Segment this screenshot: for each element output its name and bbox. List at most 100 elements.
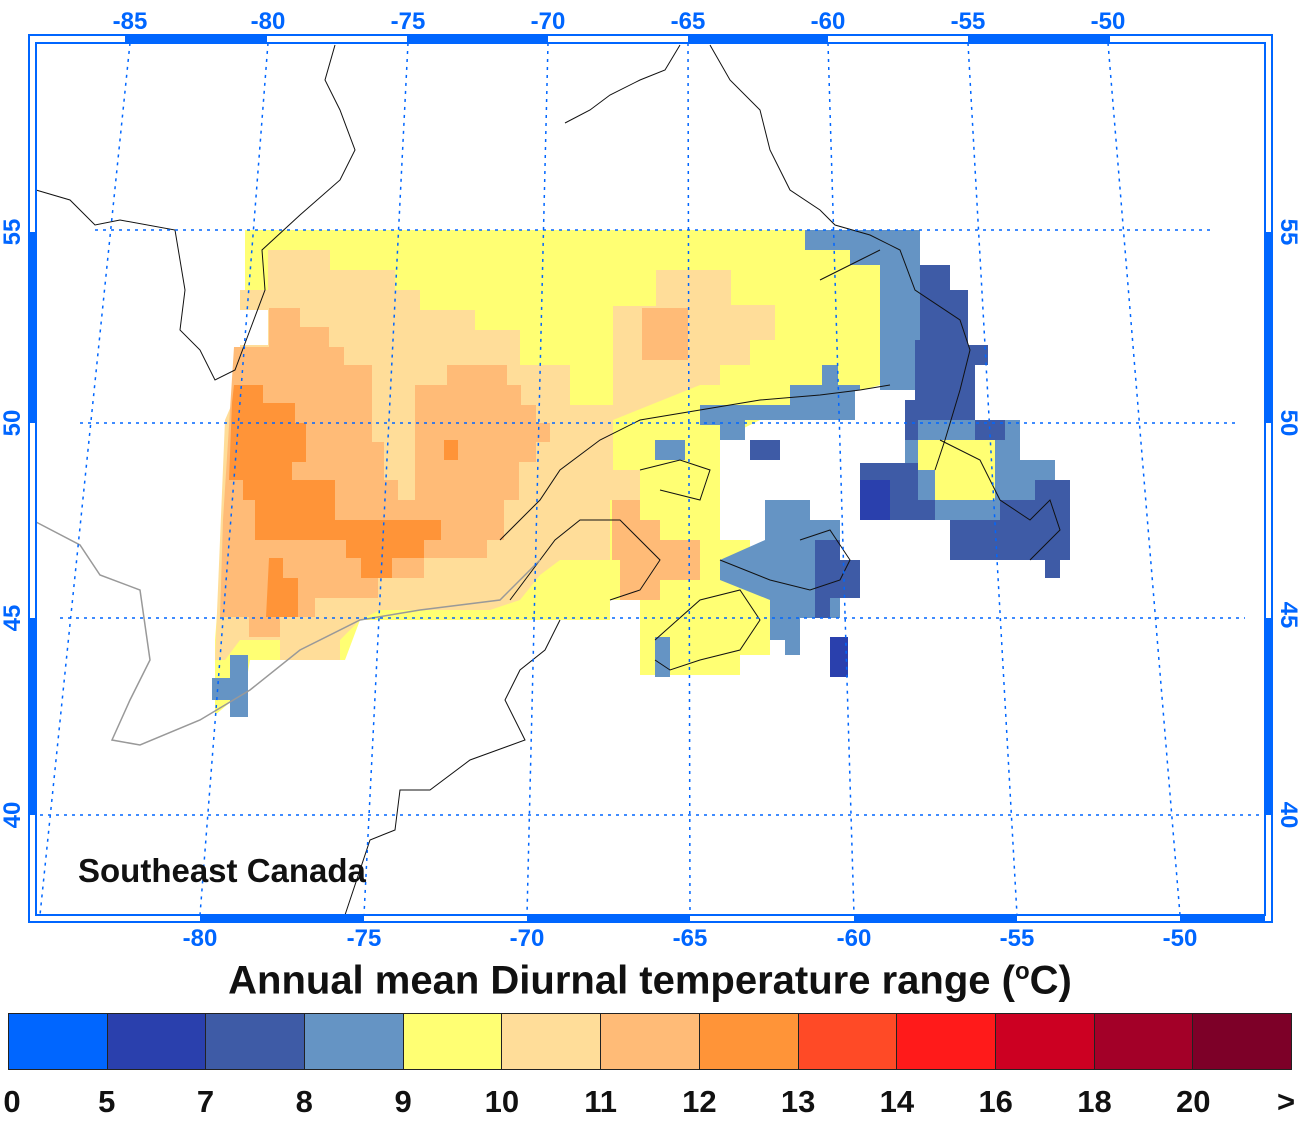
frame-tick-bar (854, 915, 1017, 922)
longitude-gridline (526, 42, 549, 916)
longitude-gridline (1107, 42, 1181, 916)
frame-tick-bar (200, 915, 364, 922)
title-unit: C) (1029, 958, 1072, 1003)
frame-tick-bar (29, 232, 36, 423)
colorbar-tick-label: 10 (484, 1084, 520, 1119)
colorbar-tick-label: 12 (682, 1084, 717, 1119)
colorbar-bin (995, 1014, 1095, 1069)
longitude-gridline (39, 42, 131, 916)
top-longitude-label: -70 (531, 8, 566, 35)
bottom-longitude-label: -70 (510, 925, 545, 950)
longitude-gridline (967, 42, 1018, 916)
colorbar-bin (107, 1014, 207, 1069)
frame-tick-bar (1265, 618, 1272, 815)
colorbar-bin (403, 1014, 503, 1069)
top-longitude-label: -85 (113, 8, 148, 35)
longitude-gridline (363, 42, 409, 916)
right-latitude-label: 40 (1275, 802, 1300, 829)
longitude-gridline (199, 42, 269, 916)
colorbar-bin (699, 1014, 799, 1069)
coastline (639, 459, 711, 501)
colorbar-tick-label: > (1276, 1084, 1296, 1119)
right-latitude-label: 55 (1275, 219, 1300, 246)
colorbar-tick-label: 9 (394, 1084, 412, 1119)
left-latitude-label: 50 (0, 410, 26, 437)
frame-tick-bar (29, 618, 36, 815)
map-plot: -85 -80 -75 -70 -65 -60 -55 -50 -80 -75 -70 -65 -60 -… (0, 8, 1300, 950)
top-longitude-label: -55 (951, 8, 986, 35)
colorbar-bin (798, 1014, 898, 1069)
colorbar-tick-label: 14 (879, 1084, 915, 1119)
colorbar-bin (1193, 1014, 1291, 1069)
colorbar-bin (897, 1014, 996, 1069)
coastline (709, 44, 971, 471)
frame-tick-bar (527, 915, 690, 922)
title-degree: o (1014, 958, 1030, 985)
field-12-13 (266, 558, 298, 617)
coastline (509, 519, 661, 601)
bottom-longitude-label: -75 (347, 925, 382, 950)
field-8-9 (700, 365, 860, 440)
colorbar-tick-label: 20 (1175, 1084, 1211, 1119)
frame-tick-bar (125, 35, 267, 43)
colorbar-bin (601, 1014, 700, 1069)
coastline (654, 589, 761, 671)
coastline (939, 439, 1061, 561)
field-12-13 (444, 440, 458, 460)
coastline (344, 619, 561, 916)
field-missing (855, 390, 885, 420)
left-latitude-label: 45 (0, 605, 26, 632)
field-8-9 (655, 637, 670, 677)
bottom-longitude-label: -80 (183, 925, 218, 950)
title-text: Annual mean Diurnal temperature range ( (228, 958, 1015, 1003)
field-5-7 (860, 480, 890, 520)
colorbar (8, 1013, 1292, 1070)
field-11-12 (612, 500, 700, 600)
coastline (499, 384, 891, 541)
frame-tick-bar (1180, 915, 1265, 922)
colorbar-tick-label: 11 (584, 1084, 617, 1119)
colorbar-tick-label: 0 (3, 1084, 21, 1119)
colorbar-tick-label: 5 (98, 1084, 116, 1119)
frame-tick-bar (407, 35, 548, 43)
colorbar-tick-label: 8 (295, 1084, 313, 1119)
colorbar-tick-label: 16 (978, 1084, 1013, 1119)
bottom-longitude-label: -50 (1163, 925, 1198, 950)
border-line (35, 521, 541, 746)
bottom-longitude-label: -65 (673, 925, 708, 950)
right-latitude-label: 45 (1275, 602, 1300, 629)
top-longitude-label: -80 (251, 8, 286, 35)
bottom-longitude-label: -60 (837, 925, 872, 950)
colorbar-bin (1094, 1014, 1194, 1069)
colorbar-bin (305, 1014, 404, 1069)
field-7-8 (950, 480, 1070, 578)
top-longitude-label: -50 (1091, 8, 1126, 35)
colorbar-bin (206, 1014, 306, 1069)
frame-tick-bar (688, 35, 828, 43)
field-12-13 (229, 385, 441, 578)
coastline (719, 529, 851, 591)
frame-tick-bar (1265, 232, 1272, 423)
field-7-8 (815, 540, 860, 618)
field-8-9 (655, 440, 685, 460)
colorbar-bin (9, 1014, 108, 1069)
field-7-8 (905, 265, 988, 440)
field-missing (240, 310, 268, 345)
colorbar-tick-label: 18 (1077, 1084, 1112, 1119)
colorbar-tick-label: 7 (196, 1084, 215, 1119)
field-9-10 (918, 440, 995, 500)
coastline (819, 249, 881, 281)
field-11-12 (642, 308, 688, 360)
frame-tick-bar (968, 35, 1110, 43)
longitude-gridline (827, 42, 855, 916)
field-11-12 (220, 308, 550, 637)
right-latitude-label: 50 (1275, 410, 1300, 437)
top-longitude-label: -60 (811, 8, 846, 35)
field-7-8 (975, 420, 1005, 440)
colorbar-bin (502, 1014, 602, 1069)
coastline (564, 44, 681, 124)
bottom-longitude-label: -55 (1000, 925, 1035, 950)
field-8-9 (805, 230, 920, 390)
top-longitude-label: -65 (671, 8, 706, 35)
field-7-8 (750, 440, 780, 460)
